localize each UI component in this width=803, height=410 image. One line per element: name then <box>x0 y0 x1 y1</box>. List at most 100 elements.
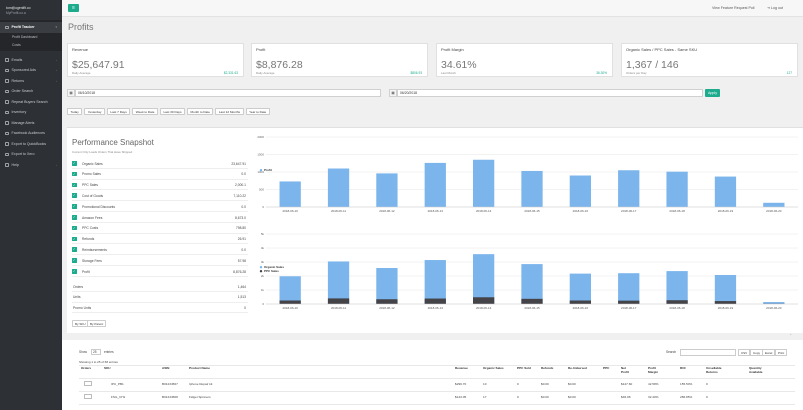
bar-ppc-sales <box>618 300 640 304</box>
logout-link[interactable]: ⇥ Log out <box>767 6 783 10</box>
sidebar-item-help[interactable]: Help ‹ <box>0 160 62 171</box>
checkbox[interactable]: ✓ <box>72 258 77 263</box>
checkbox[interactable]: ✓ <box>72 269 77 274</box>
bar-organic-sales <box>327 261 350 304</box>
entries-select[interactable]: 25 <box>91 349 101 355</box>
sidebar-item-inventory[interactable]: Inventory <box>0 107 62 118</box>
search-icon <box>5 89 9 93</box>
users-icon <box>5 100 9 104</box>
header-roi[interactable]: ROI <box>680 366 686 370</box>
checkbox[interactable]: ✓ <box>72 171 77 177</box>
range-last30-button[interactable]: Last 30 Days <box>159 108 186 115</box>
sidebar-item-repeat-buyers[interactable]: Repeat Buyers Search <box>0 97 62 108</box>
sidebar-item-sponsored-ads[interactable]: Sponsored Ads ‹ <box>0 65 62 76</box>
sidebar-item-emails[interactable]: Emails ‹ <box>0 55 62 66</box>
sku-table-area <box>62 340 803 410</box>
bar-organic-sales <box>376 268 398 304</box>
header-revenue[interactable]: Revenue <box>455 366 468 370</box>
metric-name: Promo Units <box>73 306 92 311</box>
header-refunds[interactable]: Refunds <box>541 366 554 370</box>
collapse-icon[interactable]: ⌃ <box>789 333 793 338</box>
bar-ppc-sales <box>714 301 737 304</box>
row-expand-button[interactable] <box>84 394 92 399</box>
bar-organic-sales <box>569 273 592 304</box>
profit-bar-chart: 0 500 1000 1500 2000 2018-06-10 2018-06-11 2018… <box>257 135 798 213</box>
row-expand-button[interactable] <box>84 381 92 386</box>
sidebar-item-returns[interactable]: Returns ‹ <box>0 76 62 87</box>
x-tick-label: 2018-06-16 <box>573 209 589 213</box>
csv-button[interactable]: CSV <box>738 349 751 356</box>
range-ytd-button[interactable]: Year to Date <box>245 108 270 115</box>
checkbox[interactable]: ✓ <box>72 215 77 220</box>
cell-product[interactable]: Iphone Repair kit <box>189 382 213 386</box>
header-asin[interactable]: ASIN <box>162 366 170 370</box>
header-ppc[interactable]: PPC <box>603 366 610 370</box>
bar-profit <box>569 175 592 207</box>
print-button[interactable]: Print <box>775 349 788 356</box>
header-net-profit[interactable]: Net Profit <box>621 366 630 374</box>
checkbox[interactable]: ✓ <box>72 204 77 209</box>
feature-request-link[interactable]: View Feature Request Poll <box>712 6 755 10</box>
header-product-name[interactable]: Product Name <box>189 366 210 370</box>
by-parent-button[interactable]: By Parent <box>87 320 107 327</box>
metric-value: 1,513 <box>237 295 246 300</box>
header-reimbursed[interactable]: Re-Imbursed <box>568 366 587 370</box>
cell-roi: 286.85% <box>680 395 693 399</box>
table-info: Showing 1 to 25 of 68 entries <box>79 360 118 364</box>
range-last12m-button[interactable]: Last 12 Months <box>215 108 244 115</box>
header-unsellable-returns[interactable]: Unsellable Returns <box>706 366 722 374</box>
sidebar-item-manage-alerts[interactable]: Manage Alerts <box>0 118 62 129</box>
x-tick-label: 2018-06-20 <box>766 306 782 310</box>
bar-organic-sales <box>424 260 446 304</box>
table-search-input[interactable] <box>680 349 736 356</box>
card-sub: Orders per Day <box>626 71 647 75</box>
user-email: tom@ogenifit.co <box>6 6 31 10</box>
date-from-input[interactable] <box>75 89 381 97</box>
range-today-button[interactable]: Today <box>67 108 83 115</box>
checkbox[interactable]: ✓ <box>72 247 77 252</box>
cell-reimbursed: $0.00 <box>568 382 576 386</box>
y-tick-label: 3k <box>261 260 265 264</box>
sidebar-item-facebook-audiences[interactable]: Facebook Audiences <box>0 128 62 139</box>
snapshot-row: ✓ Cost of Goods 7,110.22 <box>72 190 248 202</box>
card-label: Profit <box>256 47 266 52</box>
sidebar-item-profit-tracker[interactable]: Profit Tracker ▾ <box>0 22 62 33</box>
checkbox[interactable]: ✓ <box>72 193 77 198</box>
bar-profit <box>472 159 495 207</box>
checkbox[interactable]: ✓ <box>72 161 77 166</box>
cell-product[interactable]: Fidget Spinners <box>189 395 211 399</box>
sidebar-subitem-profit-dashboard[interactable]: Profit Dashboard <box>12 34 38 39</box>
range-yesterday-button[interactable]: Yesterday <box>84 108 105 115</box>
checkbox[interactable]: ✓ <box>72 225 77 231</box>
legend-label: Profit <box>264 168 272 172</box>
cell-asin: B01234568 <box>162 395 178 399</box>
divider <box>79 378 795 379</box>
sidebar-item-order-search[interactable]: Order Search <box>0 86 62 97</box>
sidebar-item-export-quickbooks[interactable]: Export to QuickBooks <box>0 139 62 150</box>
date-to-input[interactable] <box>397 89 703 97</box>
excel-button[interactable]: Excel <box>762 349 776 356</box>
header-organic-sales[interactable]: Organic Sales <box>483 366 504 370</box>
card-right: 36.30% <box>596 71 607 75</box>
header-orders[interactable]: Orders <box>81 366 92 370</box>
checkbox[interactable]: ✓ <box>72 182 77 188</box>
checkbox[interactable]: ✓ <box>72 236 77 242</box>
header-quantity-available[interactable]: Quantity Available <box>749 366 763 374</box>
range-last7-button[interactable]: Last 7 Days <box>106 108 131 115</box>
header-profit-margin[interactable]: Profit Margin <box>648 366 659 374</box>
header-ppc-sold[interactable]: PPC Sold <box>517 366 531 370</box>
apply-button[interactable]: Apply <box>705 89 720 97</box>
metric-name: Orders <box>73 284 84 289</box>
range-wtd-button[interactable]: Week to Date <box>132 108 158 115</box>
calendar-icon[interactable]: ▦ <box>389 89 397 97</box>
menu-toggle-button[interactable]: ≡ <box>68 4 79 12</box>
header-sku[interactable]: SKU <box>104 366 111 370</box>
card-value: 1,367 / 146 <box>626 59 679 71</box>
divider <box>79 365 795 366</box>
sidebar-subitem-costs[interactable]: Costs <box>12 42 21 47</box>
range-mtd-button[interactable]: Month to Date <box>187 108 214 115</box>
show-label: Show <box>79 350 87 354</box>
sidebar-item-export-xero[interactable]: Export to Xero <box>0 149 62 160</box>
calendar-icon[interactable]: ▦ <box>67 89 75 97</box>
metric-value: 23,647.91 <box>231 161 246 166</box>
